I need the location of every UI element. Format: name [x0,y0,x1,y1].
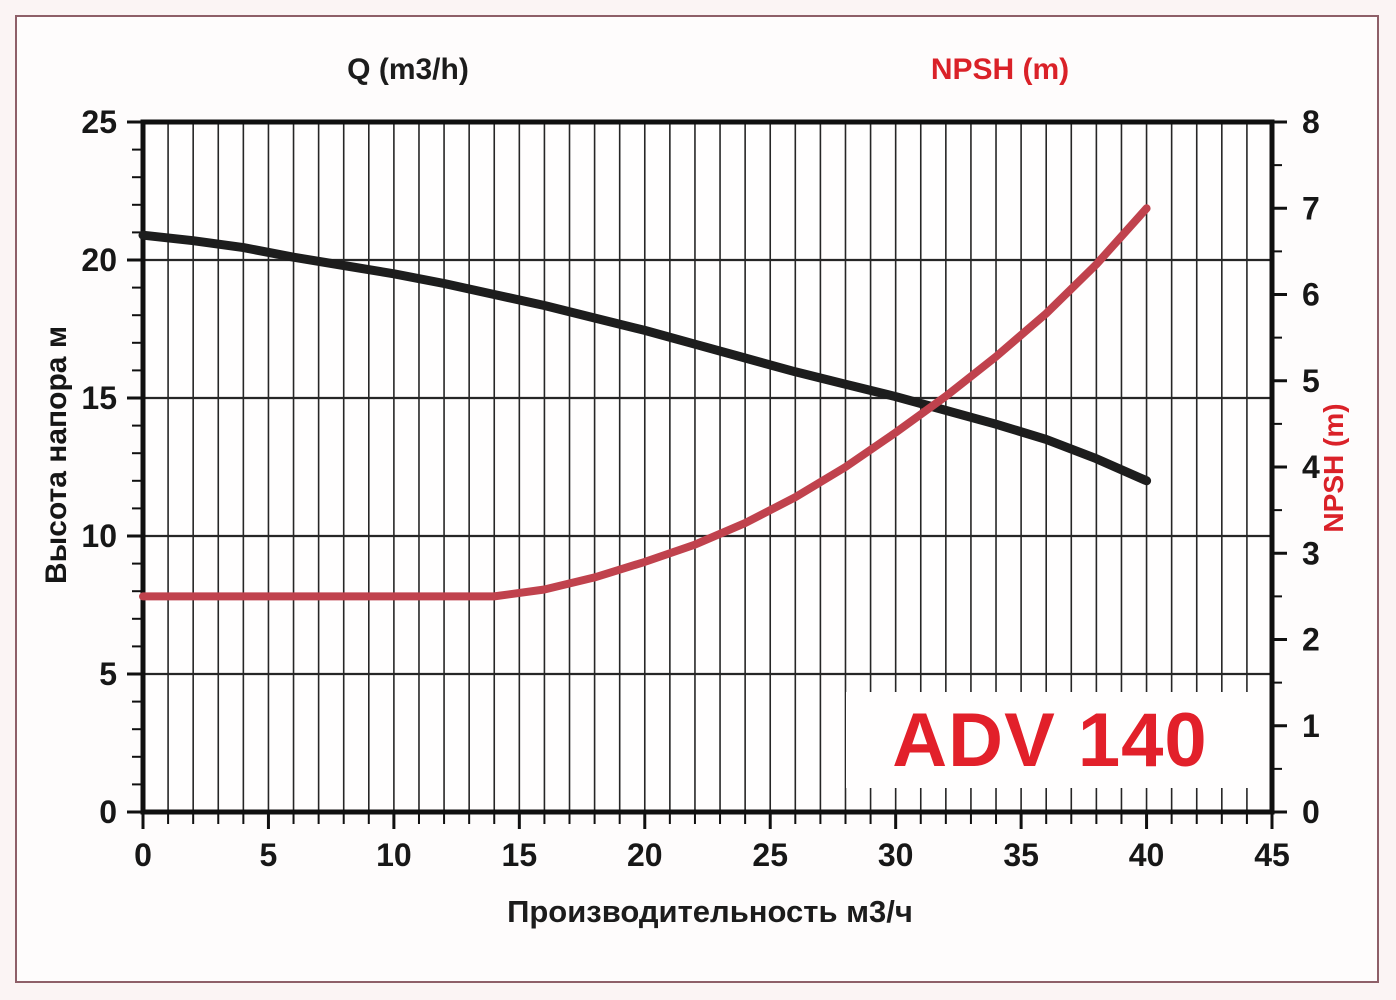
x-tick-label: 30 [878,837,914,873]
right-tick-label: 2 [1302,622,1320,658]
x-axis-label: Производительность м3/ч [507,894,913,929]
right-tick-label: 4 [1302,449,1320,485]
x-tick-label: 45 [1254,837,1290,873]
right-tick-label: 7 [1302,190,1320,226]
right-tick-label: 0 [1302,794,1320,830]
right-tick-label: 3 [1302,535,1320,571]
top-axis-title-npsh: NPSH (m) [930,53,1070,86]
left-tick-label: 10 [81,518,117,554]
right-tick-label: 8 [1302,104,1320,140]
x-tick-label: 35 [1003,837,1039,873]
left-tick-label: 15 [81,380,117,416]
x-tick-label: 40 [1129,837,1165,873]
head-curve [138,230,1152,486]
left-tick-label: 5 [99,656,117,692]
right-axis-label: NPSH (m) [1318,403,1349,533]
right-tick-label: 5 [1302,363,1320,399]
x-tick-label: 5 [260,837,278,873]
axes-frame [140,119,1275,815]
right-tick-label: 1 [1302,708,1320,744]
left-tick-label: 20 [81,242,117,278]
right-tick-label: 6 [1302,277,1320,313]
left-axis-label: Высота напора м [40,325,73,585]
x-tick-label: 25 [752,837,788,873]
left-tick-label: 25 [81,104,117,140]
x-tick-label: 20 [627,837,663,873]
npsh-curve [139,204,1151,601]
x-tick-label: 0 [134,837,152,873]
x-tick-label: 15 [502,837,538,873]
top-axis-title-q: Q (m3/h) [347,53,469,86]
left-tick-label: 0 [99,794,117,830]
x-tick-label: 10 [376,837,412,873]
gridlines [143,122,1272,812]
model-label: ADV 140 [846,692,1254,788]
